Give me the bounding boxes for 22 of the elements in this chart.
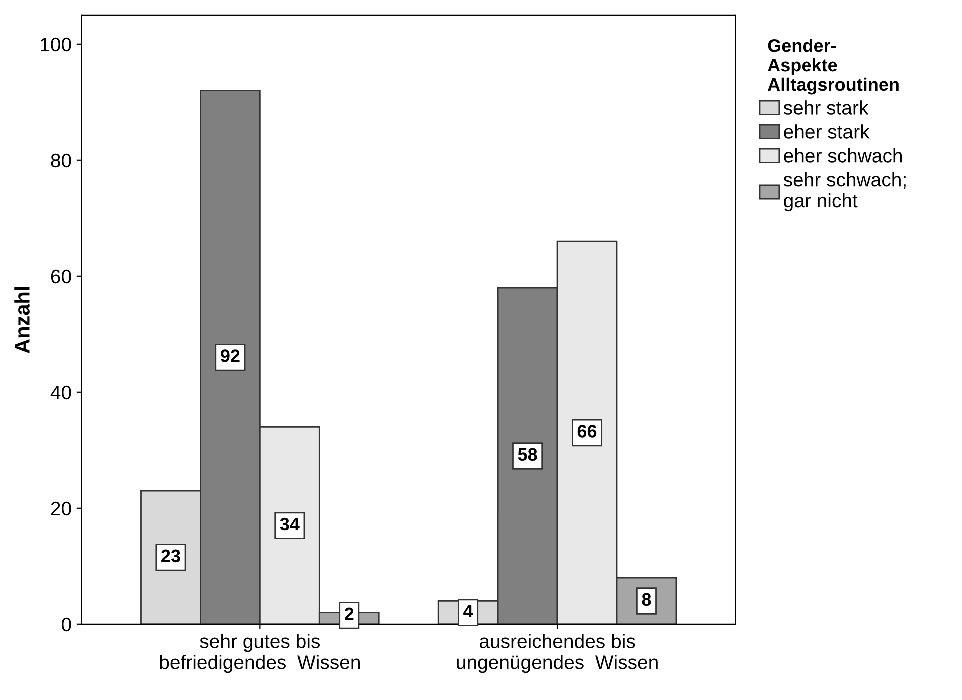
data-label: 66 [578,425,597,438]
y-tick-label: 80 [51,154,72,168]
y-axis-title: Anzahl [14,287,30,354]
legend-label: sehr stark [784,100,869,115]
x-tick-label: sehr gutes bis befriedigendes Wissen [160,634,360,674]
y-tick-label: 60 [51,270,72,284]
y-tick-label: 0 [62,618,72,632]
data-label: 8 [642,593,652,606]
data-label: 4 [464,605,474,618]
y-tick-label: 100 [41,38,72,52]
data-label: 34 [280,518,300,531]
legend-title: Gender- Aspekte Alltagsroutinen [768,38,899,95]
legend-label: eher schwach [784,148,902,163]
data-label: 92 [221,350,240,362]
data-label: 58 [518,448,538,462]
y-tick-label: 40 [50,386,72,400]
legend-label: eher stark [784,124,870,139]
legend-label: sehr schwach; gar nicht [784,172,906,212]
data-label: 2 [344,608,354,620]
x-tick-label: ausreichendes bis ungenügendes Wissen [457,634,658,674]
y-tick-label: 20 [51,502,72,516]
data-label: 23 [162,550,180,563]
